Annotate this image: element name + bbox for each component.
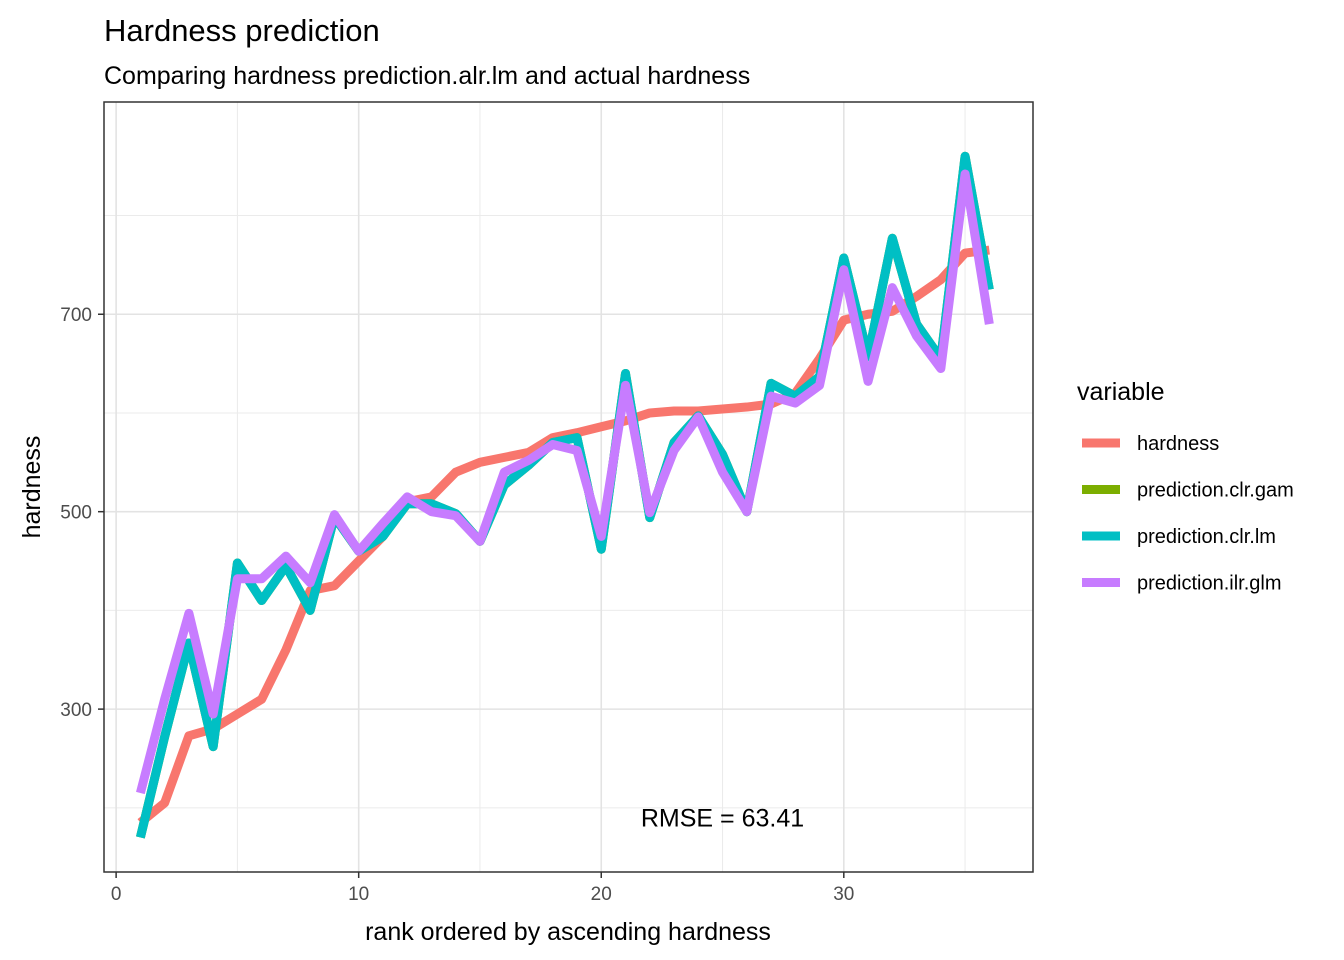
legend-label-prediction-clr-lm: prediction.clr.lm (1137, 526, 1276, 548)
x-tick-label: 20 (591, 884, 612, 905)
rmse-annotation: RMSE = 63.41 (641, 805, 804, 833)
y-tick-label: 500 (60, 503, 92, 524)
chart-title: Hardness prediction (104, 13, 380, 48)
legend-items: hardness prediction.clr.gam prediction.clr… (1082, 433, 1294, 595)
y-tick-label: 300 (60, 700, 92, 721)
y-axis-label: hardness (18, 436, 46, 539)
chart-subtitle: Comparing hardness prediction.alr.lm and… (104, 62, 750, 90)
x-axis-label: rank ordered by ascending hardness (365, 918, 771, 946)
series-layer (136, 151, 994, 839)
legend: variable hardness prediction.clr.gam predi… (1077, 378, 1294, 595)
series-line-hardness (137, 245, 990, 827)
legend-label-prediction-ilr-glm: prediction.ilr.glm (1137, 573, 1282, 595)
legend-label-hardness: hardness (1137, 433, 1219, 455)
x-axis: 0 10 20 30 (111, 872, 854, 905)
x-tick-label: 0 (111, 884, 122, 905)
plot-panel (104, 102, 1033, 872)
plot-border (103, 101, 1034, 873)
y-tick-label: 700 (60, 305, 92, 326)
y-axis: 300 500 700 (60, 305, 104, 721)
legend-label-prediction-clr-gam: prediction.clr.gam (1137, 480, 1294, 502)
x-tick-label: 30 (833, 884, 854, 905)
series-line-prediction-ilr-glm (136, 169, 994, 795)
legend-title: variable (1077, 378, 1165, 406)
x-tick-label: 10 (348, 884, 369, 905)
grid-layer (104, 102, 1033, 872)
